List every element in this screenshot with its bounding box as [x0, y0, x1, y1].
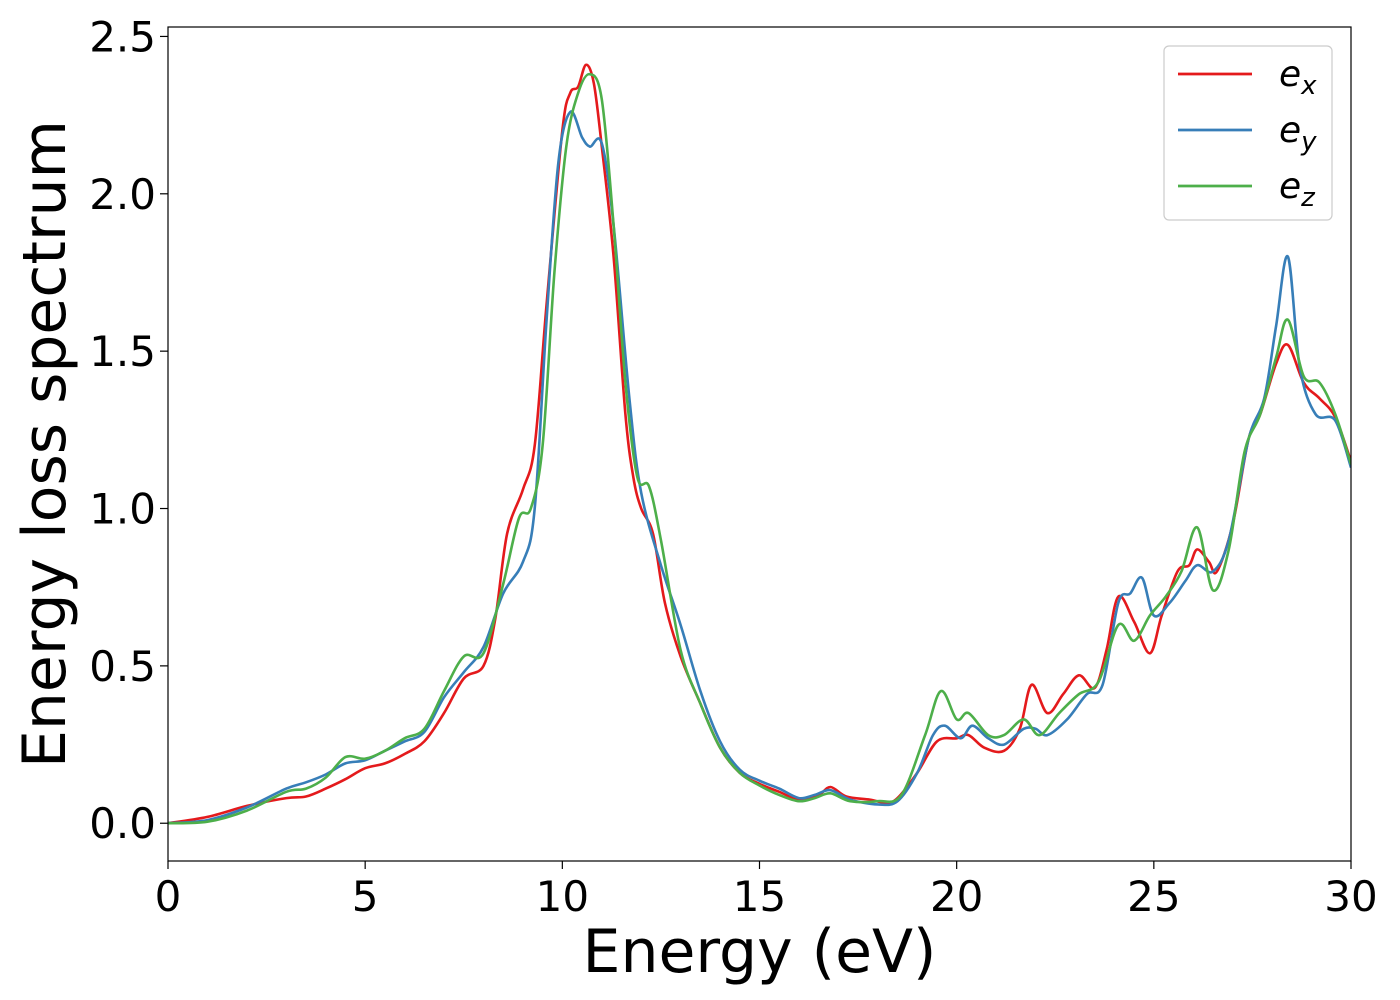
- legend: ex ey ez: [1163, 45, 1333, 221]
- x-tick-label: 5: [352, 872, 379, 921]
- series-line-ez: [168, 72, 1351, 825]
- legend-label-ez: ez: [1279, 166, 1316, 213]
- y-axis: 0.0 0.5 1.0 1.5 2.0 2.5: [89, 12, 168, 848]
- y-tick-label: 0.5: [89, 642, 156, 691]
- legend-label-ey: ey: [1279, 110, 1317, 157]
- legend-box: [1163, 45, 1333, 221]
- y-axis-label: Energy loss spectrum: [10, 120, 80, 768]
- x-tick-label: 10: [536, 872, 589, 921]
- x-tick-label: 30: [1324, 872, 1377, 921]
- y-tick-label: 2.0: [89, 170, 156, 219]
- y-tick-label: 1.5: [89, 327, 156, 376]
- x-axis: 0 5 10 15 20 25 30: [155, 861, 1378, 921]
- y-tick-label: 0.0: [89, 799, 156, 848]
- x-tick-label: 15: [733, 872, 786, 921]
- y-tick-label: 1.0: [89, 485, 156, 534]
- x-axis-label: Energy (eV): [583, 917, 937, 987]
- y-tick-label: 2.5: [89, 12, 156, 61]
- x-tick-label: 0: [155, 872, 182, 921]
- legend-label-ex: ex: [1279, 54, 1317, 101]
- x-tick-label: 25: [1127, 872, 1180, 921]
- series-line-ey: [168, 110, 1351, 825]
- x-tick-label: 20: [930, 872, 983, 921]
- series-layer: [168, 63, 1351, 825]
